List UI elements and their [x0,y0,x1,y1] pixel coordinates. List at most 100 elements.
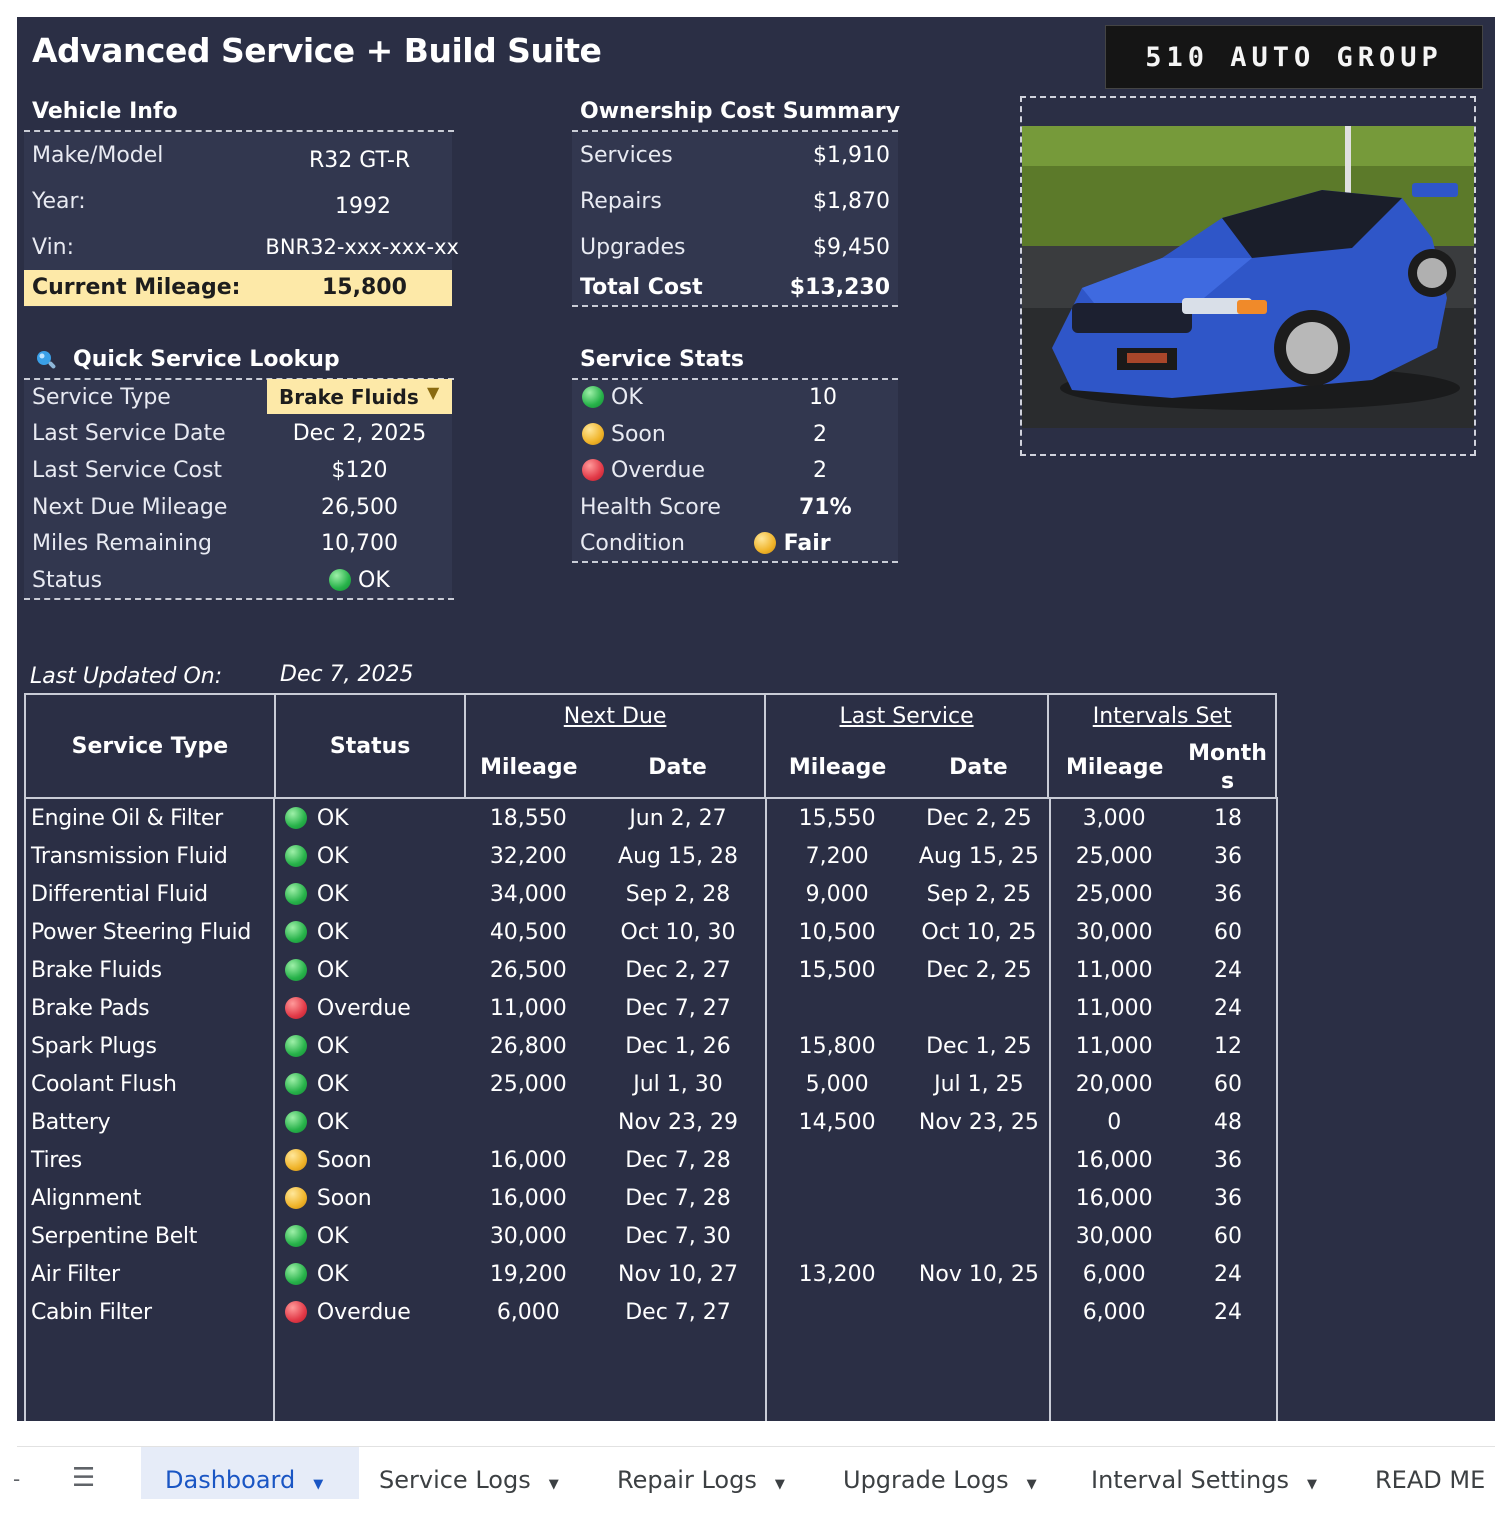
service-type-dropdown[interactable]: Brake Fluids ▼ [267,379,452,414]
last-mileage-cell[interactable] [765,1217,910,1255]
next-mileage-cell[interactable]: 18,550 [489,805,567,831]
int-mileage-cell[interactable]: 11,000 [1075,1033,1153,1059]
next-mileage-cell[interactable]: 40,500 [489,919,567,945]
int-mileage-cell[interactable]: 6,000 [1082,1299,1146,1325]
next-mileage-cell[interactable]: 16,000 [489,1147,567,1173]
next-mileage-cell[interactable]: 26,800 [489,1033,567,1059]
service-type-cell[interactable]: Brake Fluids [31,957,162,983]
tab-dropdown-icon[interactable]: ▼ [313,1477,324,1492]
last-date-cell[interactable]: Aug 15, 25 [918,843,1039,869]
tab-repair-logs[interactable]: Repair Logs ▼ [599,1447,807,1499]
col-last-date[interactable]: Date [909,738,1050,799]
last-date-cell[interactable]: Jul 1, 25 [934,1071,1024,1097]
scroll-left-icon[interactable]: - [13,1467,21,1491]
status-cell[interactable]: OK [275,1255,466,1293]
int-mileage-cell[interactable]: 0 [1107,1109,1122,1135]
next-mileage-cell[interactable] [465,1103,591,1141]
service-type-cell[interactable]: Engine Oil & Filter [31,805,223,831]
int-mileage-cell[interactable]: 25,000 [1075,881,1153,907]
last-mileage-cell[interactable]: 5,000 [805,1071,869,1097]
status-cell[interactable]: OK [275,913,466,951]
last-date-cell[interactable]: Nov 10, 25 [918,1261,1039,1287]
tab-dropdown-icon[interactable]: ▼ [1026,1477,1037,1492]
col-int-mileage[interactable]: Mileage [1047,738,1181,799]
tab-dashboard[interactable]: Dashboard ▼ [141,1447,359,1499]
next-date-cell[interactable]: Dec 7, 30 [625,1223,731,1249]
last-mileage-cell[interactable]: 15,550 [798,805,876,831]
last-date-cell[interactable]: Nov 23, 25 [918,1109,1039,1135]
int-mileage-cell[interactable]: 11,000 [1075,957,1153,983]
int-months-cell[interactable]: 60 [1214,919,1243,945]
last-mileage-cell[interactable] [765,1179,910,1217]
last-mileage-cell[interactable]: 13,200 [798,1261,876,1287]
status-cell[interactable]: OK [275,1103,466,1141]
last-mileage-cell[interactable] [765,989,910,1027]
service-type-cell[interactable]: Transmission Fluid [31,843,228,869]
last-date-cell[interactable] [909,989,1048,1027]
current-mileage-row[interactable]: Current Mileage: 15,800 [24,270,452,306]
ownership-value-1[interactable]: $1,870 [813,189,890,214]
total-cost-value[interactable]: $13,230 [789,275,890,300]
status-cell[interactable]: Soon [275,1179,466,1217]
status-cell[interactable]: OK [275,798,466,837]
next-date-cell[interactable]: Oct 10, 30 [620,919,736,945]
int-mileage-cell[interactable]: 20,000 [1075,1071,1153,1097]
service-type-cell[interactable]: Spark Plugs [31,1033,157,1059]
int-months-cell[interactable]: 36 [1214,881,1243,907]
next-date-cell[interactable]: Aug 15, 28 [618,843,738,869]
next-mileage-cell[interactable]: 30,000 [489,1223,567,1249]
int-mileage-cell[interactable]: 16,000 [1075,1147,1153,1173]
int-mileage-cell[interactable]: 6,000 [1082,1261,1146,1287]
next-date-cell[interactable]: Jun 2, 27 [629,805,727,831]
status-cell[interactable]: OK [275,1217,466,1255]
service-type-cell[interactable]: Differential Fluid [31,881,208,907]
next-date-cell[interactable]: Sep 2, 28 [625,881,731,907]
next-mileage-cell[interactable]: 32,200 [489,843,567,869]
service-type-cell[interactable]: Battery [31,1109,111,1135]
int-months-cell[interactable]: 36 [1214,843,1243,869]
col-last-mileage[interactable]: Mileage [763,738,910,799]
int-months-cell[interactable]: 12 [1214,1033,1243,1059]
int-months-cell[interactable]: 24 [1214,995,1243,1021]
col-next-mileage[interactable]: Mileage [464,738,592,799]
last-date-cell[interactable]: Oct 10, 25 [921,919,1037,945]
next-date-cell[interactable]: Dec 7, 27 [625,995,731,1021]
tab-upgrade-logs[interactable]: Upgrade Logs ▼ [825,1447,1057,1499]
status-cell[interactable]: Soon [275,1141,466,1179]
last-date-cell[interactable]: Dec 1, 25 [926,1033,1032,1059]
int-months-cell[interactable]: 24 [1214,1261,1243,1287]
col-status[interactable]: Status [273,693,467,799]
last-mileage-cell[interactable]: 14,500 [798,1109,876,1135]
service-type-cell[interactable]: Alignment [31,1185,142,1211]
all-sheets-menu-icon[interactable]: ☰ [72,1463,96,1493]
service-type-cell[interactable]: Cabin Filter [31,1299,152,1325]
service-type-cell[interactable]: Tires [31,1147,82,1173]
service-type-cell[interactable]: Power Steering Fluid [31,919,252,945]
int-months-cell[interactable]: 24 [1214,1299,1243,1325]
int-mileage-cell[interactable]: 30,000 [1075,919,1153,945]
next-mileage-cell[interactable]: 6,000 [496,1299,560,1325]
int-mileage-cell[interactable]: 25,000 [1075,843,1153,869]
next-date-cell[interactable]: Nov 23, 29 [618,1109,738,1135]
status-cell[interactable]: Overdue [275,1293,466,1331]
col-service-type[interactable]: Service Type [24,693,276,799]
next-date-cell[interactable]: Dec 7, 28 [625,1185,731,1211]
tab-dropdown-icon[interactable]: ▼ [774,1477,785,1492]
int-mileage-cell[interactable]: 30,000 [1075,1223,1153,1249]
int-months-cell[interactable]: 18 [1214,805,1243,831]
int-mileage-cell[interactable]: 16,000 [1075,1185,1153,1211]
next-mileage-cell[interactable]: 19,200 [489,1261,567,1287]
last-mileage-cell[interactable]: 7,200 [805,843,869,869]
next-mileage-cell[interactable]: 26,500 [489,957,567,983]
next-mileage-cell[interactable]: 25,000 [489,1071,567,1097]
year-value[interactable]: 1992 [335,194,391,219]
service-type-cell[interactable]: Brake Pads [31,995,150,1021]
last-mileage-cell[interactable]: 15,500 [798,957,876,983]
int-months-cell[interactable]: 60 [1214,1071,1243,1097]
service-type-cell[interactable]: Coolant Flush [31,1071,177,1097]
last-date-cell[interactable]: Dec 2, 25 [926,957,1032,983]
tab-dropdown-icon[interactable]: ▼ [1306,1477,1317,1492]
col-int-months[interactable]: Month s [1180,738,1277,799]
last-date-cell[interactable]: Dec 2, 25 [926,805,1032,831]
last-mileage-cell[interactable]: 10,500 [798,919,876,945]
